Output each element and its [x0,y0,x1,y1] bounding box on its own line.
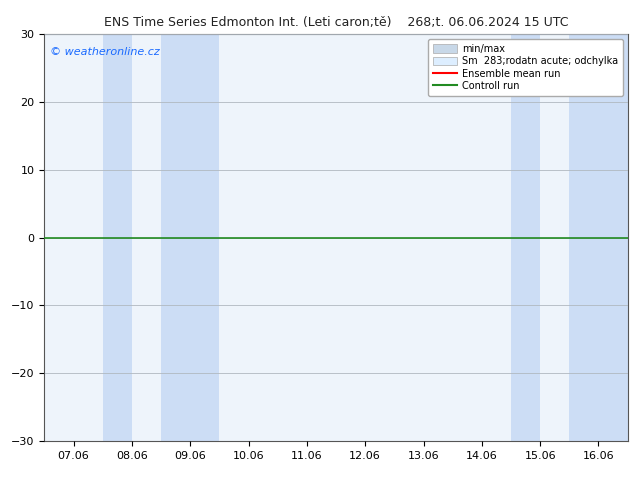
Bar [569,34,628,441]
Title: ENS Time Series Edmonton Int. (Leti caron;tě)    268;t. 06.06.2024 15 UTC: ENS Time Series Edmonton Int. (Leti caro… [104,16,568,29]
Bar [103,34,132,441]
Legend: min/max, Sm  283;rodatn acute; odchylka, Ensemble mean run, Controll run: min/max, Sm 283;rodatn acute; odchylka, … [428,39,623,96]
Bar [161,34,219,441]
Bar [511,34,540,441]
Text: © weatheronline.cz: © weatheronline.cz [50,47,160,56]
